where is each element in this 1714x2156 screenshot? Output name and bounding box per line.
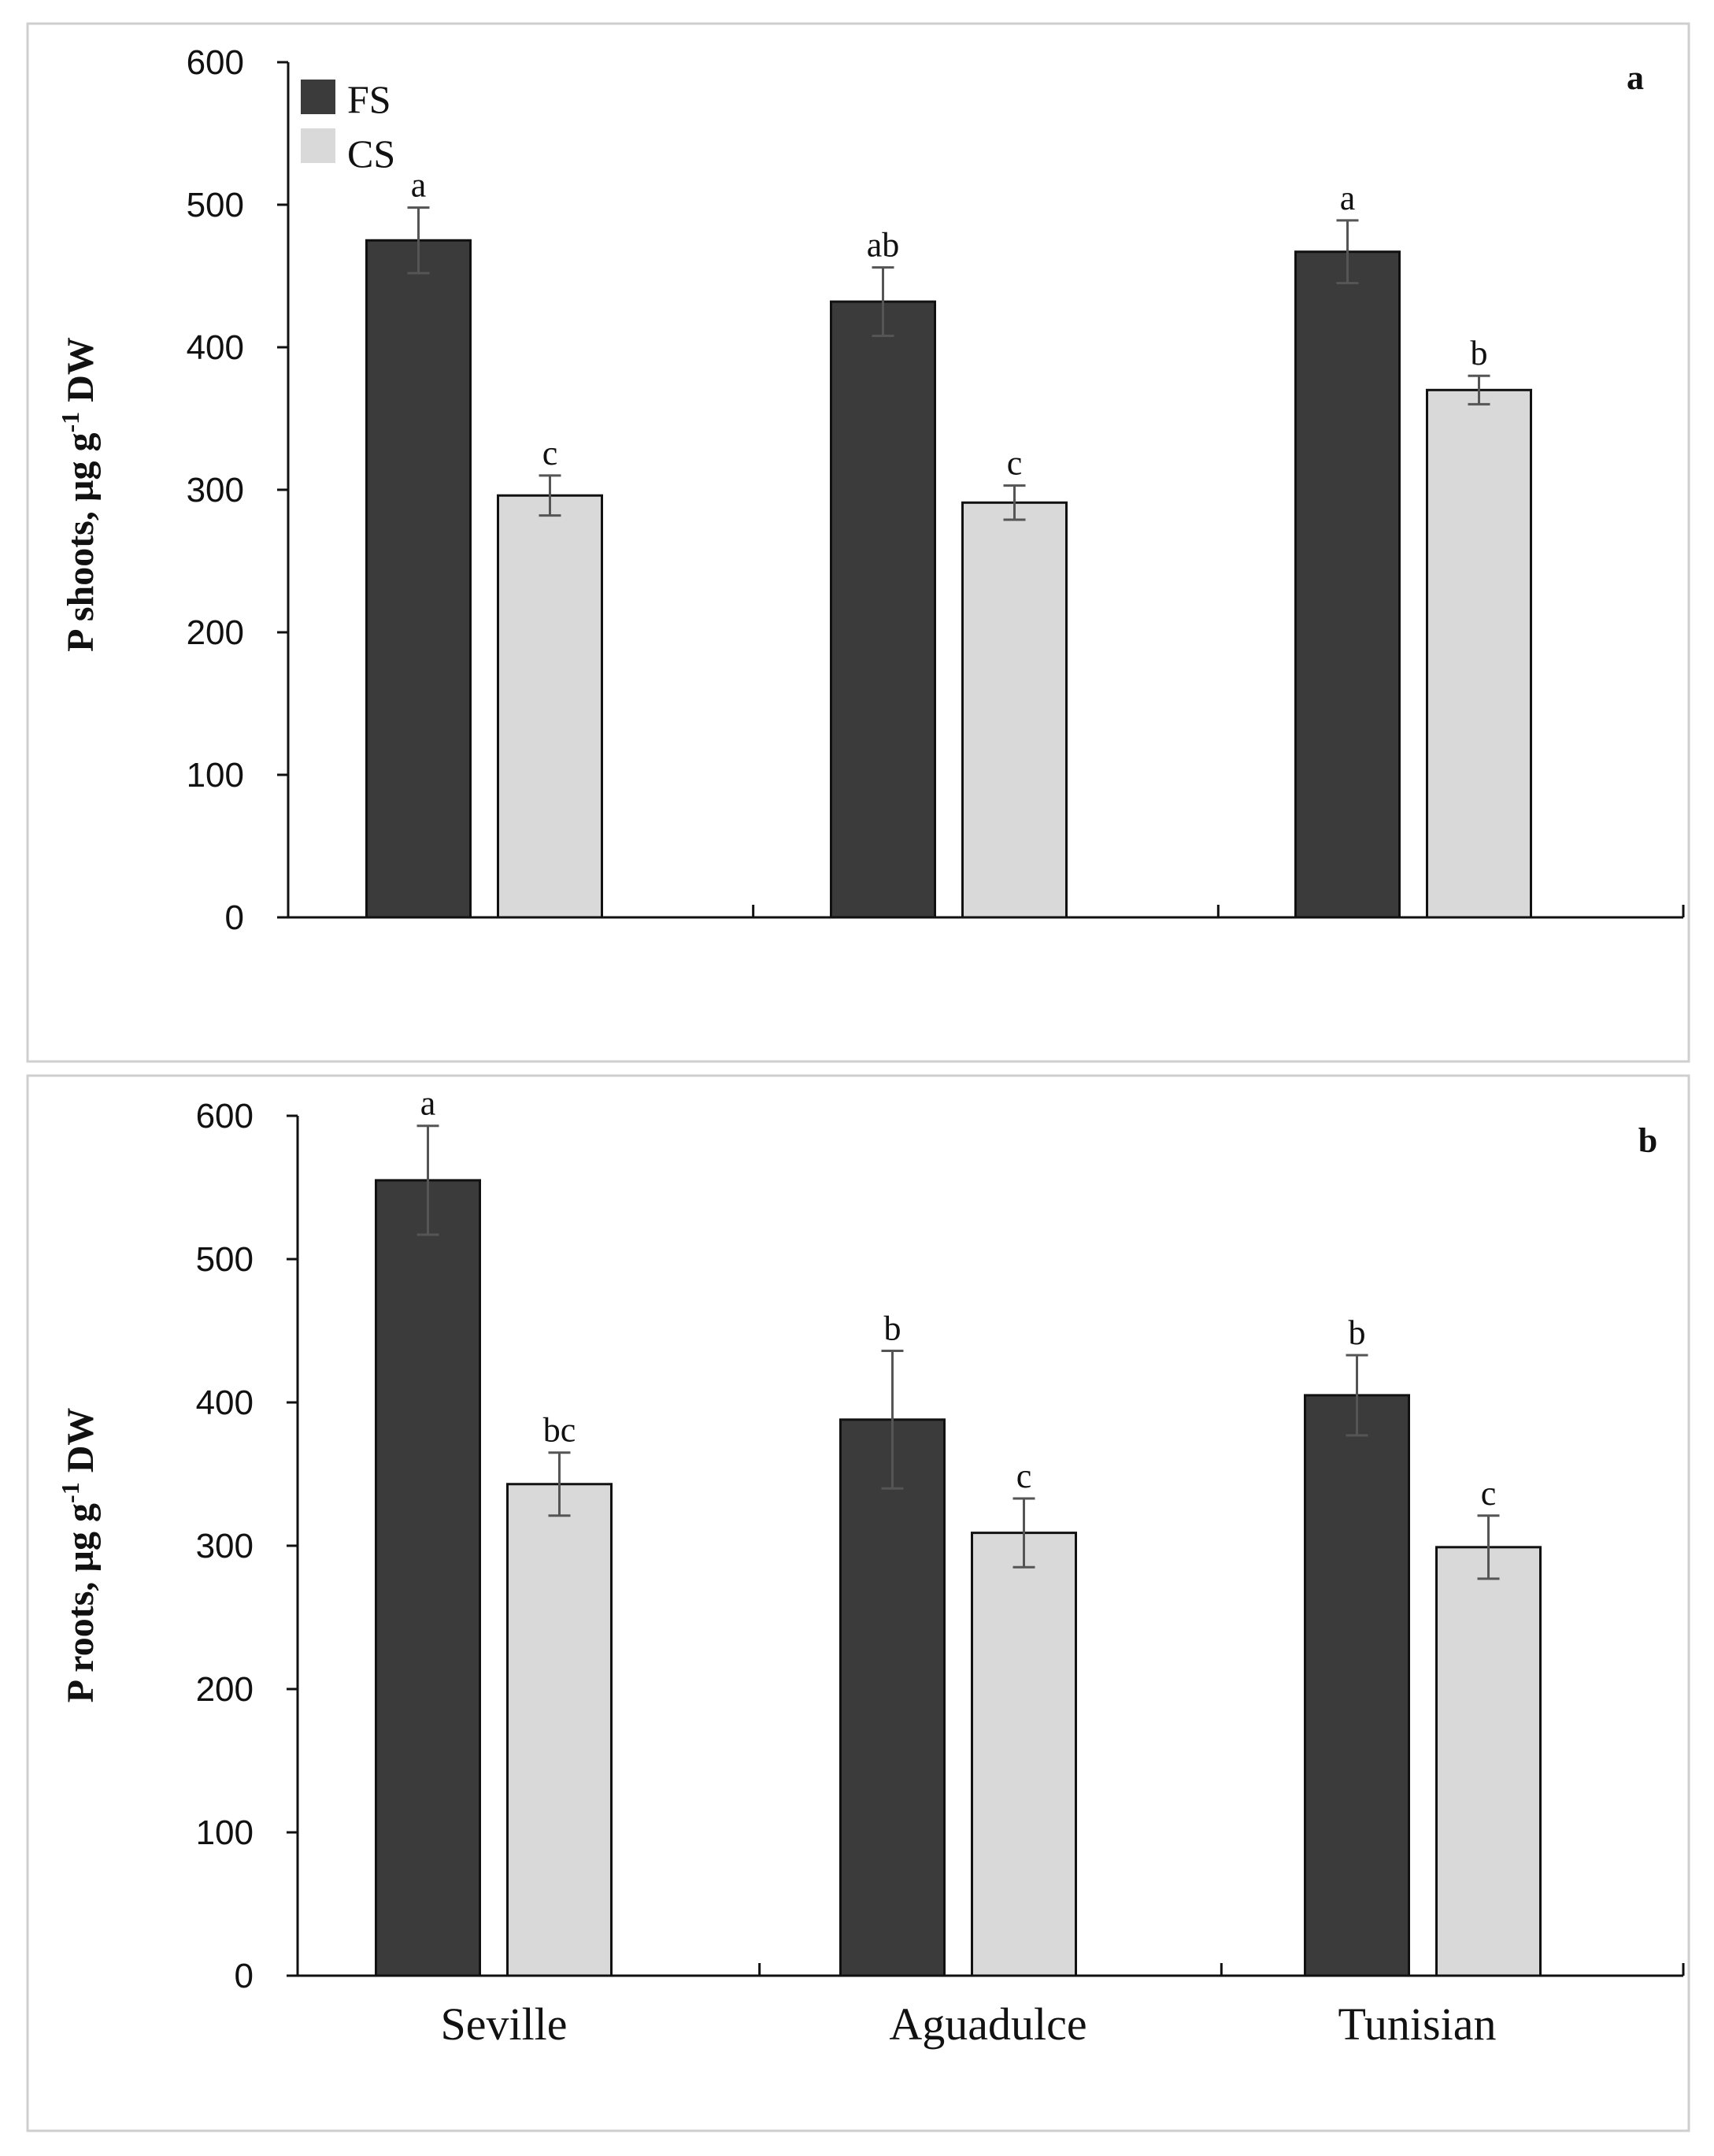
panel-b-frame (26, 1074, 1690, 2132)
significance-letter: c (1007, 444, 1023, 483)
significance-letter: a (411, 166, 427, 205)
y-tick-label: 500 (196, 1240, 254, 1279)
category-label-seville: Seville (440, 1999, 567, 2050)
significance-letter: ab (867, 226, 900, 265)
legend-swatch-cs (301, 128, 335, 163)
bar-cs-tunisian (1435, 1546, 1542, 1977)
bar-fs-seville (365, 239, 472, 919)
bar-cs-aguadulce (961, 501, 1068, 919)
y-tick-label: 200 (187, 613, 244, 652)
y-tick-label: 0 (235, 1957, 254, 1995)
significance-letter: b (1471, 334, 1488, 372)
bar-fs-tunisian (1304, 1394, 1410, 1977)
y-tick-label: 500 (187, 186, 244, 224)
significance-letter: c (542, 434, 558, 472)
y-tick-label: 600 (187, 43, 244, 82)
y-tick-label: 200 (196, 1670, 254, 1709)
bar-fs-aguadulce (830, 300, 936, 919)
bar-cs-seville (497, 494, 603, 919)
y-tick-label: 100 (187, 756, 244, 795)
panel-b-ylabel: P roots, µg g-1 DW (56, 1408, 102, 1703)
legend-label-fs: FS (347, 77, 391, 121)
category-label-tunisian: Tunisian (1338, 1999, 1497, 2050)
significance-letter: c (1481, 1474, 1497, 1513)
bar-fs-seville (375, 1179, 481, 1977)
y-tick-label: 300 (187, 471, 244, 509)
bar-cs-aguadulce (971, 1532, 1077, 1977)
significance-letter: c (1016, 1457, 1032, 1495)
bar-cs-tunisian (1426, 388, 1532, 919)
panel-a-frame (26, 22, 1690, 1063)
bar-cs-seville (506, 1483, 613, 1977)
significance-letter: b (1349, 1313, 1366, 1352)
y-tick-label: 600 (196, 1097, 254, 1135)
significance-letter: b (884, 1309, 901, 1347)
y-tick-label: 400 (187, 328, 244, 367)
significance-letter: a (1340, 179, 1356, 217)
legend-label-cs: CS (347, 132, 395, 176)
bar-fs-aguadulce (839, 1418, 946, 1977)
significance-letter: bc (543, 1411, 576, 1450)
y-tick-label: 0 (225, 898, 244, 937)
y-tick-label: 400 (196, 1384, 254, 1422)
panel-a-ylabel: P shoots, µg g-1 DW (56, 337, 102, 652)
legend-swatch-fs (301, 80, 335, 114)
panel-b-label: b (1638, 1121, 1657, 1160)
significance-letter: a (420, 1084, 436, 1123)
panel-a-label: a (1627, 58, 1644, 97)
y-tick-label: 300 (196, 1527, 254, 1565)
y-tick-label: 100 (196, 1813, 254, 1852)
category-label-aguadulce: Aguadulce (889, 1999, 1087, 2050)
bar-fs-tunisian (1294, 250, 1401, 919)
